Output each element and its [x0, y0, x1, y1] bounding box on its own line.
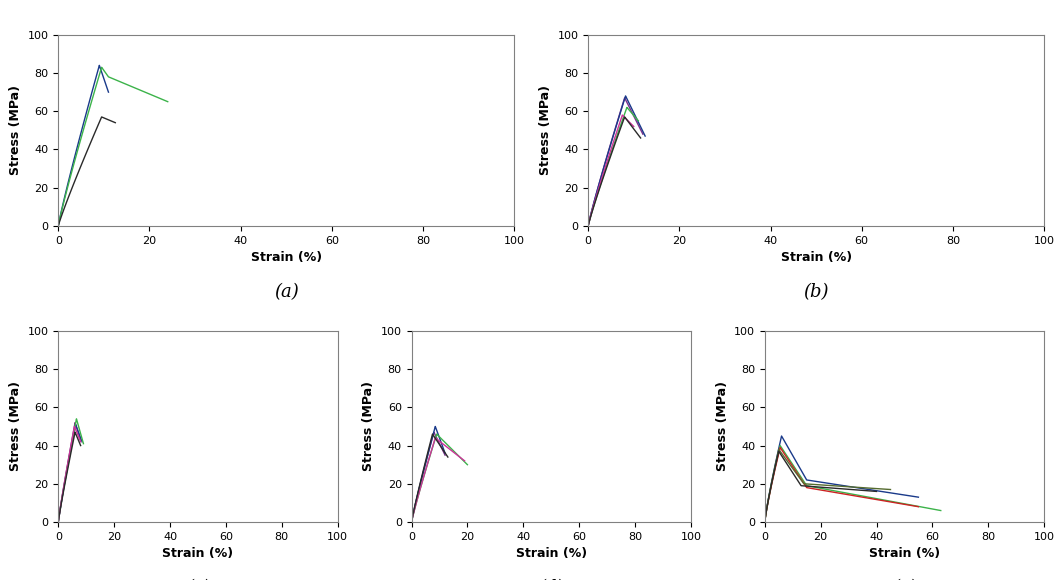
X-axis label: Strain (%): Strain (%)	[162, 548, 233, 560]
X-axis label: Strain (%): Strain (%)	[869, 548, 940, 560]
Y-axis label: Stress (MPa): Stress (MPa)	[10, 382, 22, 472]
Text: (c): (c)	[186, 579, 210, 580]
Y-axis label: Stress (MPa): Stress (MPa)	[363, 382, 375, 472]
Y-axis label: Stress (MPa): Stress (MPa)	[538, 85, 552, 175]
Text: (a): (a)	[273, 283, 299, 301]
X-axis label: Strain (%): Strain (%)	[251, 251, 322, 264]
Y-axis label: Stress (MPa): Stress (MPa)	[10, 85, 22, 175]
X-axis label: Strain (%): Strain (%)	[780, 251, 851, 264]
Y-axis label: Stress (MPa): Stress (MPa)	[716, 382, 728, 472]
Text: (e): (e)	[893, 579, 917, 580]
Text: (b): (b)	[803, 283, 829, 301]
Text: (d): (d)	[538, 579, 564, 580]
X-axis label: Strain (%): Strain (%)	[515, 548, 587, 560]
